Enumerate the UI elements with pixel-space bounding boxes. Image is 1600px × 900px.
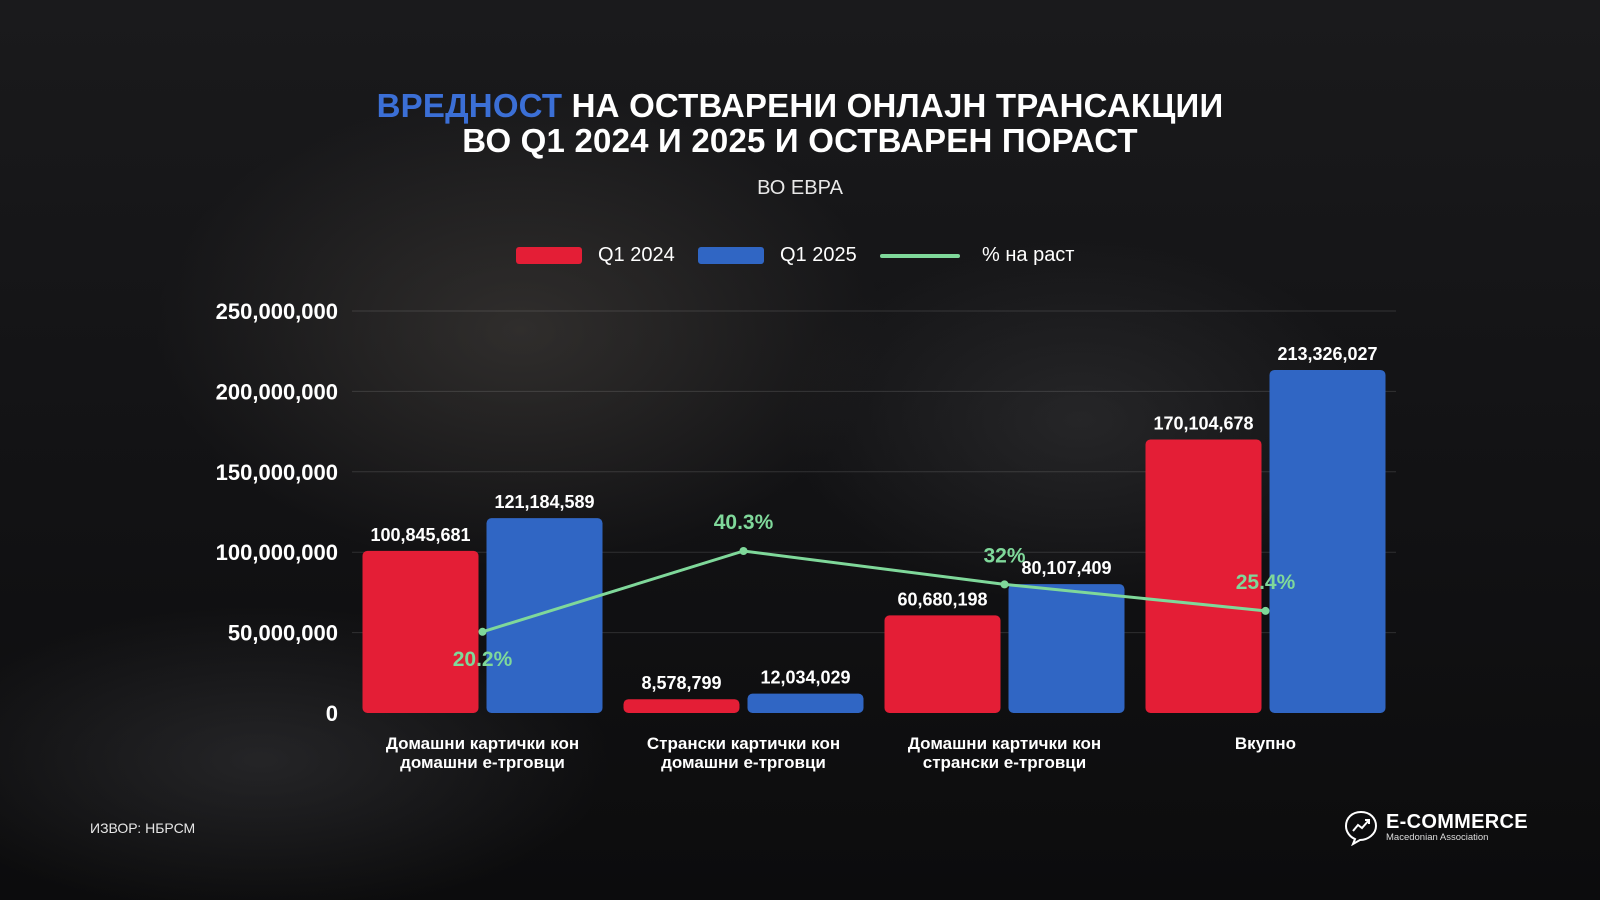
y-tick-label-3: 150,000,000 <box>216 460 338 485</box>
bar-q1-2025-1 <box>747 693 864 713</box>
bar-q1-2024-1 <box>623 699 740 713</box>
chart-title: ВРЕДНОСТ НА ОСТВАРЕНИ ОНЛАЈН ТРАНСАКЦИИ … <box>0 88 1600 158</box>
chart-subtitle: ВО ЕВРА <box>757 177 843 199</box>
growth-label-2: 32% <box>983 544 1025 567</box>
growth-point-2 <box>1000 580 1009 589</box>
title-line1: НА ОСТВАРЕНИ ОНЛАЈН ТРАНСАКЦИИ <box>562 87 1224 124</box>
legend-label-q1-2025: Q1 2025 <box>780 244 857 266</box>
data-label-q1-2024-1: 8,578,799 <box>641 673 721 693</box>
ecommerce-logo: E-COMMERCE Macedonian Association <box>1344 810 1528 846</box>
logo-title: E-COMMERCE <box>1386 811 1528 833</box>
y-tick-label-5: 250,000,000 <box>216 299 338 324</box>
data-label-q1-2025-2: 80,107,409 <box>1021 558 1111 578</box>
legend-line-growth <box>880 253 960 258</box>
growth-label-0: 20.2% <box>453 648 513 671</box>
growth-point-1 <box>739 546 748 555</box>
title-line2: ВО Q1 2024 И 2025 И ОСТВАРЕН ПОРАСТ <box>462 122 1138 159</box>
legend-item-q1-2024: Q1 2024 <box>516 244 675 267</box>
y-tick-label-1: 50,000,000 <box>228 621 338 646</box>
title-accent: ВРЕДНОСТ <box>376 87 563 124</box>
legend-label-growth: % на раст <box>982 244 1075 266</box>
legend-item-growth: % на раст <box>880 244 1074 267</box>
growth-label-3: 25.4% <box>1236 571 1296 594</box>
data-label-q1-2025-3: 213,326,027 <box>1277 344 1377 364</box>
legend-swatch-q1-2024 <box>516 247 582 264</box>
legend-label-q1-2024: Q1 2024 <box>598 244 675 266</box>
legend-item-q1-2025: Q1 2025 <box>698 244 857 267</box>
data-label-q1-2024-2: 60,680,198 <box>897 589 987 609</box>
source-note: ИЗВОР: НБРСМ <box>90 820 196 836</box>
bar-q1-2024-2 <box>884 615 1001 713</box>
data-label-q1-2024-0: 100,845,681 <box>370 525 470 545</box>
growth-chat-icon <box>1344 810 1378 846</box>
growth-line <box>482 549 1266 634</box>
bar-q1-2025-2 <box>1008 584 1125 713</box>
data-label-q1-2024-3: 170,104,678 <box>1153 413 1253 433</box>
x-category-label-2-0: Домашни картички кон <box>908 734 1101 753</box>
x-category-label-0-1: домашни е-трговци <box>400 753 565 772</box>
data-label-q1-2025-1: 12,034,029 <box>760 668 850 688</box>
x-category-label-1-1: домашни е-трговци <box>661 753 826 772</box>
growth-point-0 <box>478 627 487 636</box>
growth-point-3 <box>1261 606 1270 615</box>
y-tick-label-4: 200,000,000 <box>216 379 338 404</box>
growth-label-1: 40.3% <box>714 511 774 534</box>
x-category-label-1-0: Странски картички кон <box>647 734 840 753</box>
bar-q1-2024-0 <box>362 550 479 713</box>
legend: Q1 2024 Q1 2025 % на раст <box>0 244 1600 270</box>
bar-q1-2024-3 <box>1145 439 1262 713</box>
legend-swatch-q1-2025 <box>698 247 764 264</box>
bar-q1-2025-3 <box>1269 369 1386 713</box>
data-label-q1-2025-0: 121,184,589 <box>494 492 594 512</box>
y-tick-label-0: 0 <box>326 701 338 726</box>
logo-subtitle: Macedonian Association <box>1386 832 1489 843</box>
x-category-label-2-1: странски е-трговци <box>923 753 1086 772</box>
x-category-label-0-0: Домашни картички кон <box>386 734 579 753</box>
x-category-label-3-0: Вкупно <box>1235 734 1296 753</box>
bar-q1-2025-0 <box>486 518 603 713</box>
y-tick-label-2: 100,000,000 <box>216 540 338 565</box>
